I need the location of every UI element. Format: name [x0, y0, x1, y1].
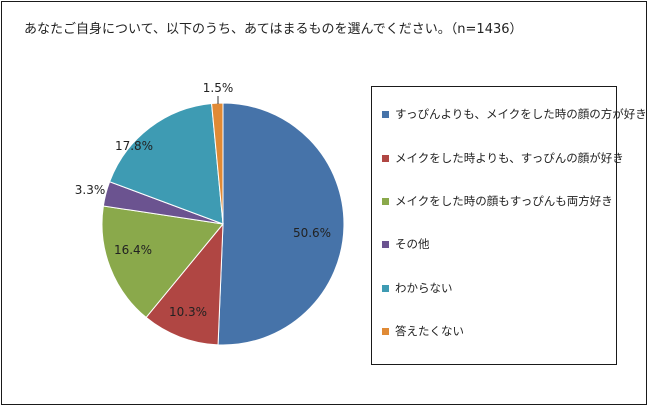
slice-data-label: 16.4%	[114, 243, 152, 257]
slice-data-label: 3.3%	[75, 183, 106, 197]
chart-legend: すっぴんよりも、メイクをした時の顔の方が好き メイクをした時よりも、すっぴんの顔が…	[371, 86, 647, 365]
legend-swatch	[382, 284, 389, 292]
legend-label: メイクをした時の顔もすっぴんも両方好き	[395, 194, 613, 208]
legend-item: 答えたくない	[382, 324, 464, 338]
legend-swatch	[382, 110, 389, 118]
legend-label: メイクをした時よりも、すっぴんの顔が好き	[395, 151, 624, 165]
pie-slice	[101, 205, 224, 319]
slice-data-label: 1.5%	[203, 81, 234, 95]
legend-item: その他	[382, 237, 430, 251]
legend-label: 答えたくない	[395, 324, 464, 338]
legend-item: わからない	[382, 281, 453, 295]
legend-swatch	[382, 154, 389, 162]
legend-item: すっぴんよりも、メイクをした時の顔の方が好き	[382, 107, 647, 121]
legend-item: メイクをした時よりも、すっぴんの顔が好き	[382, 151, 624, 165]
legend-swatch	[382, 327, 389, 335]
pie-slice	[108, 102, 224, 225]
pie-slice	[211, 102, 224, 225]
legend-label: わからない	[395, 281, 453, 295]
chart-title: あなたご自身について、以下のうち、あてはまるものを選んでください。（n=1436…	[24, 22, 523, 37]
legend-label: その他	[395, 237, 430, 251]
legend-swatch	[382, 197, 389, 205]
slice-data-label: 17.8%	[115, 139, 153, 153]
legend-label: すっぴんよりも、メイクをした時の顔の方が好き	[395, 107, 647, 121]
pie-slice	[217, 102, 345, 346]
slice-data-label: 10.3%	[169, 305, 207, 319]
legend-item: メイクをした時の顔もすっぴんも両方好き	[382, 194, 613, 208]
legend-swatch	[382, 240, 389, 248]
pie-slice	[145, 222, 224, 346]
slice-data-label: 50.6%	[293, 226, 331, 240]
